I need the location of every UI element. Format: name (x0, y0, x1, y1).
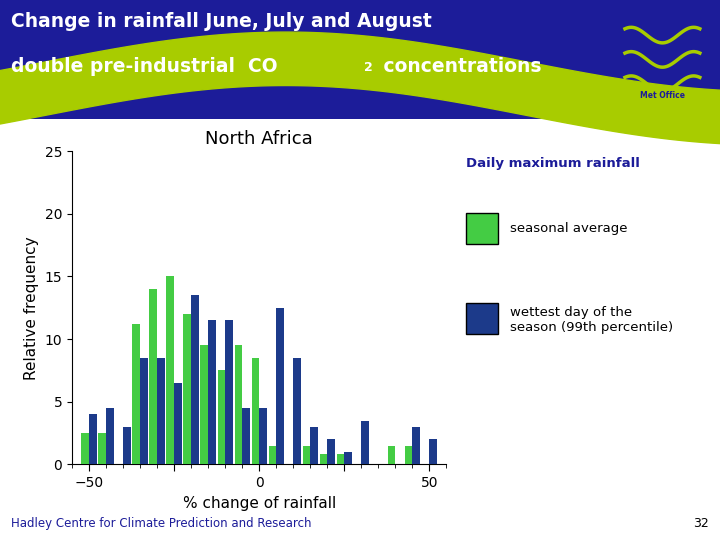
Bar (106, 408, 114, 464)
FancyBboxPatch shape (466, 303, 498, 334)
Bar (123, 427, 131, 464)
Text: Met Office: Met Office (640, 91, 685, 100)
Bar (150, 289, 157, 464)
Bar (337, 454, 344, 464)
Bar (387, 446, 395, 464)
Text: Change in rainfall June, July and August: Change in rainfall June, July and August (11, 12, 431, 31)
Bar (344, 452, 352, 464)
Title: North Africa: North Africa (205, 130, 313, 148)
Bar (235, 346, 242, 464)
X-axis label: % change of rainfall: % change of rainfall (183, 496, 336, 511)
Bar (259, 408, 267, 464)
Bar (269, 446, 276, 464)
Bar (208, 320, 216, 464)
Y-axis label: Relative frequency: Relative frequency (24, 236, 39, 380)
Bar (361, 421, 369, 464)
Bar (140, 358, 148, 464)
Bar (310, 427, 318, 464)
Bar (405, 446, 413, 464)
Text: 32: 32 (693, 517, 709, 530)
Text: concentrations: concentrations (377, 57, 541, 76)
Bar (200, 346, 208, 464)
Text: double pre-industrial  CO: double pre-industrial CO (11, 57, 277, 76)
Bar (302, 446, 310, 464)
Bar (242, 408, 250, 464)
Text: 2: 2 (364, 61, 372, 74)
Text: wettest day of the
season (99th percentile): wettest day of the season (99th percenti… (510, 306, 673, 334)
Text: seasonal average: seasonal average (510, 222, 627, 235)
Bar (276, 308, 284, 464)
Bar (225, 320, 233, 464)
Bar (320, 454, 328, 464)
Bar (132, 324, 140, 464)
Bar (166, 276, 174, 464)
Bar (429, 440, 437, 464)
Bar (191, 295, 199, 464)
Bar (217, 370, 225, 464)
Bar (157, 358, 165, 464)
Bar (251, 358, 259, 464)
Bar (174, 383, 181, 464)
Bar (328, 440, 335, 464)
Bar (99, 433, 106, 464)
Bar (89, 414, 96, 464)
Bar (81, 433, 89, 464)
Bar (184, 314, 191, 464)
Bar (413, 427, 420, 464)
Text: Daily maximum rainfall: Daily maximum rainfall (466, 157, 639, 170)
FancyBboxPatch shape (466, 213, 498, 244)
Bar (293, 358, 301, 464)
Text: Hadley Centre for Climate Prediction and Research: Hadley Centre for Climate Prediction and… (11, 517, 311, 530)
